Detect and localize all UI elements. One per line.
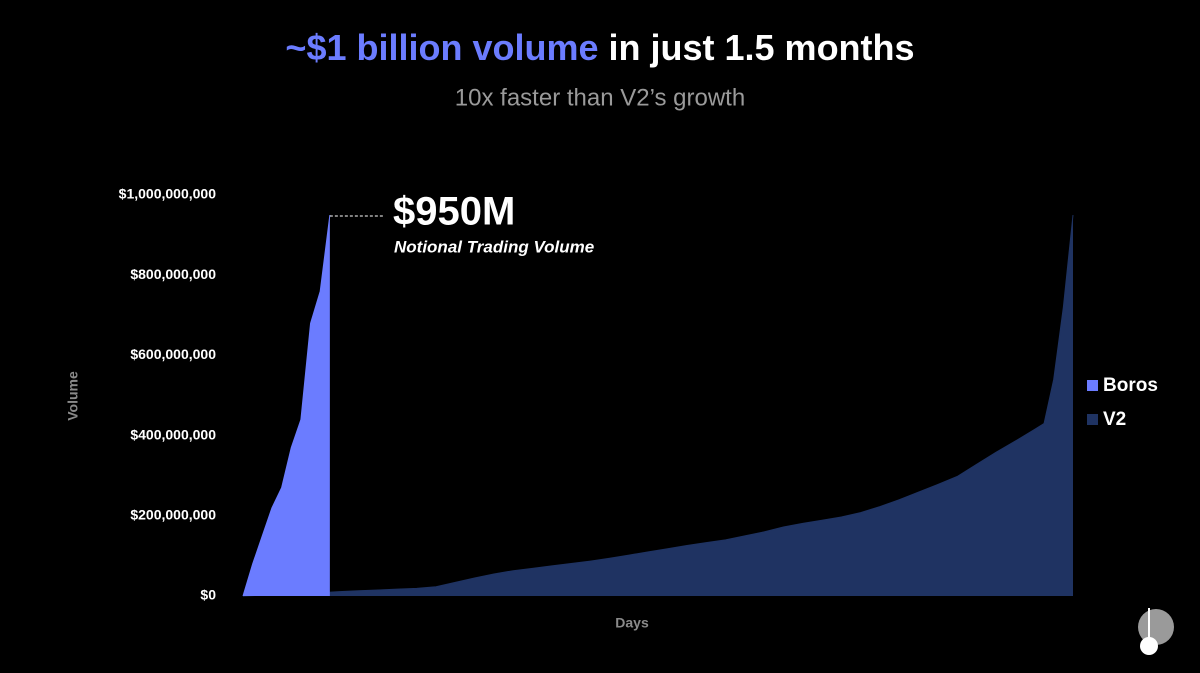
area-fill — [243, 215, 330, 597]
area-fill — [243, 215, 1073, 597]
subtitle: 10x faster than V2’s growth — [455, 84, 745, 111]
x-axis-label: Days — [615, 615, 649, 631]
annotation-value: $950M — [393, 190, 515, 234]
y-tick-label: $800,000,000 — [130, 266, 216, 282]
y-axis-label: Volume — [65, 371, 81, 421]
title-highlight: ~$1 billion volume — [285, 27, 598, 68]
y-tick-label: $1,000,000,000 — [119, 186, 217, 202]
area-line — [242, 214, 1074, 597]
legend-swatch — [1087, 414, 1098, 425]
title-rest: in just 1.5 months — [609, 27, 915, 68]
legend-label: V2 — [1103, 409, 1126, 430]
scroll-widget — [1138, 608, 1174, 655]
legend-label: Boros — [1103, 375, 1158, 396]
y-tick-label: $600,000,000 — [130, 346, 216, 362]
y-tick-label: $400,000,000 — [130, 426, 216, 442]
y-tick-label: $0 — [200, 587, 216, 603]
y-tick-label: $200,000,000 — [130, 507, 216, 523]
legend-swatch — [1087, 380, 1098, 391]
area-line — [242, 214, 331, 597]
annotation-subtext: Notional Trading Volume — [394, 237, 594, 256]
chart-title: ~$1 billion volume in just 1.5 months — [285, 27, 914, 68]
